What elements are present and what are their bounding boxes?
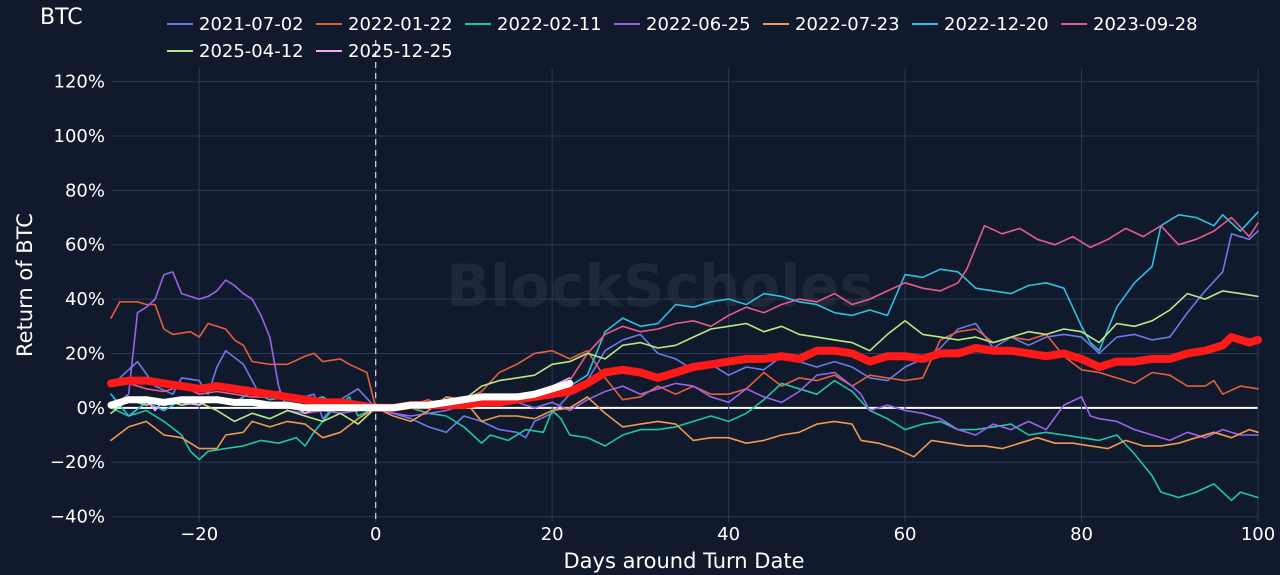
chart-title: BTC: [40, 5, 83, 30]
legend-item-2022-01-22[interactable]: 2022-01-22: [316, 14, 453, 35]
x-tick-label: −20: [180, 524, 218, 545]
series-line-2022-02-11: [110, 379, 1259, 502]
legend-item-2022-02-11[interactable]: 2022-02-11: [465, 14, 602, 35]
y-axis-title: Return of BTC: [13, 213, 37, 357]
legend-label: 2022-01-22: [348, 14, 453, 35]
legend-item-2023-09-28[interactable]: 2023-09-28: [1061, 14, 1198, 35]
axes: −40% −20% 0% 20% 40% 60% 80% 100% 120% −20 0 20 40 60…: [50, 72, 1275, 545]
legend-label: 2022-06-25: [646, 14, 751, 35]
y-tick-label: 80%: [65, 180, 105, 201]
legend-item-2022-06-25[interactable]: 2022-06-25: [614, 14, 751, 35]
legend-item-2022-07-23[interactable]: 2022-07-23: [763, 14, 900, 35]
y-tick-label: −40%: [50, 507, 105, 528]
legend-label: 2023-09-28: [1093, 14, 1198, 35]
series-line-2022-06-25: [110, 271, 1259, 442]
legend-item-2021-07-02[interactable]: 2021-07-02: [167, 14, 304, 35]
series-line-2022-07-23: [110, 396, 1259, 458]
x-tick-label: 40: [717, 524, 740, 545]
legend-item-2025-12-25[interactable]: 2025-12-25: [316, 41, 453, 62]
x-tick-label: 100: [1241, 524, 1275, 545]
highlight-line: [107, 333, 1262, 412]
legend-item-2022-12-20[interactable]: 2022-12-20: [912, 14, 1049, 35]
legend-label: 2022-07-23: [795, 14, 900, 35]
series-line-2025-04-12: [110, 290, 1259, 425]
x-tick-label: 0: [370, 524, 381, 545]
overlay-line: [107, 379, 574, 412]
legend-label: 2022-02-11: [497, 14, 602, 35]
y-tick-label: 20%: [65, 343, 105, 364]
y-tick-label: 100%: [54, 126, 105, 147]
y-tick-label: 120%: [54, 72, 105, 93]
legend-item-2025-04-12[interactable]: 2025-04-12: [167, 41, 304, 62]
legend[interactable]: 2021-07-02 2022-01-22 2022-02-11 2022-06-25…: [167, 14, 1198, 62]
y-tick-label: 0%: [76, 398, 105, 419]
legend-label: 2025-12-25: [348, 41, 453, 62]
x-tick-label: 20: [541, 524, 564, 545]
x-tick-label: 80: [1070, 524, 1093, 545]
legend-label: 2022-12-20: [944, 14, 1049, 35]
x-tick-label: 60: [894, 524, 917, 545]
legend-label: 2021-07-02: [199, 14, 304, 35]
legend-label: 2025-04-12: [199, 41, 304, 62]
y-tick-label: −20%: [50, 452, 105, 473]
x-axis-title: Days around Turn Date: [564, 549, 805, 573]
series-lines: [107, 211, 1262, 502]
y-tick-label: 60%: [65, 235, 105, 256]
y-tick-label: 40%: [65, 289, 105, 310]
watermark: BlockScholes: [446, 252, 874, 320]
